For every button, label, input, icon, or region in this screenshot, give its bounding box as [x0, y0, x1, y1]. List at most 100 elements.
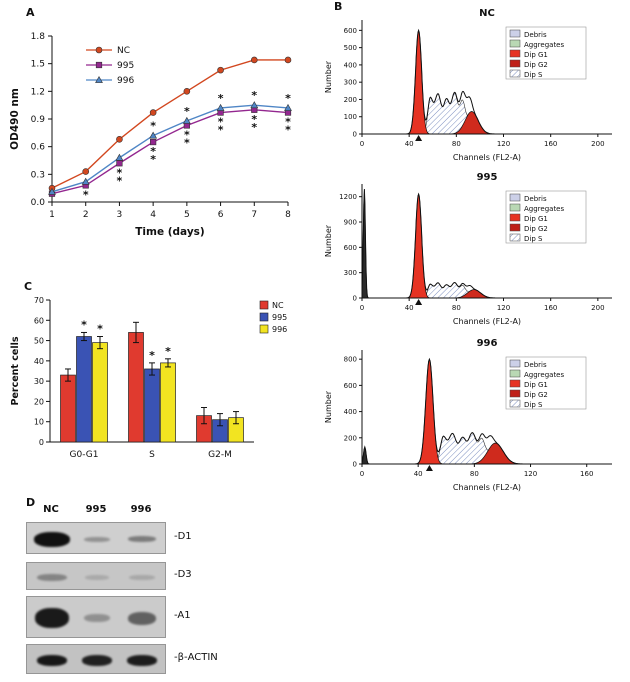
panel-d-label: D: [26, 496, 36, 509]
flow-legend: Debris Aggregates Dip G1 Dip G2 Dip S: [505, 356, 587, 410]
panel-c-label: C: [24, 280, 33, 293]
svg-text:*: *: [150, 120, 156, 133]
svg-text:50: 50: [34, 337, 44, 346]
svg-text:300: 300: [344, 269, 357, 277]
svg-text:*: *: [285, 124, 291, 137]
svg-text:200: 200: [591, 304, 604, 312]
svg-text:NC: NC: [272, 301, 284, 310]
flow-histogram-995: 0 300 600 900 1200 0 40 80 120 160 200 Channels (FL…: [324, 172, 612, 326]
svg-text:NC: NC: [479, 8, 495, 19]
svg-text:NC: NC: [117, 46, 130, 56]
svg-text:S: S: [149, 450, 155, 460]
svg-text:120: 120: [524, 470, 537, 478]
blot-band: [129, 574, 155, 580]
blot-lane-label-995: 995: [85, 504, 107, 515]
svg-text:400: 400: [344, 408, 357, 416]
svg-text:0.3: 0.3: [31, 170, 45, 180]
flow-histogram-996: 0 200 400 600 800 0 40 80 120 160 Channels (FL2-A)…: [324, 338, 612, 492]
svg-text:0: 0: [360, 140, 364, 148]
svg-text:120: 120: [497, 140, 510, 148]
bar-996-G0-G1: [92, 342, 108, 443]
svg-text:80: 80: [452, 140, 461, 148]
bar-legend: NC 995 996: [259, 300, 287, 334]
svg-text:G2-M: G2-M: [208, 450, 232, 460]
svg-text:996: 996: [477, 338, 498, 349]
svg-text:Percent cells: Percent cells: [10, 336, 21, 405]
bar-995-G0-G1: [76, 336, 92, 443]
svg-text:Aggregates: Aggregates: [524, 41, 564, 49]
svg-text:5: 5: [184, 210, 190, 220]
svg-text:Number: Number: [324, 60, 333, 93]
svg-text:1200: 1200: [339, 193, 357, 201]
axes: [48, 35, 289, 206]
svg-text:*: *: [150, 153, 156, 166]
svg-text:*: *: [251, 113, 257, 126]
svg-text:*: *: [184, 128, 190, 141]
svg-text:7: 7: [251, 210, 257, 220]
svg-text:Aggregates: Aggregates: [524, 205, 564, 213]
svg-text:Dip S: Dip S: [524, 71, 543, 79]
svg-text:Dip G1: Dip G1: [524, 381, 548, 389]
svg-text:*: *: [218, 116, 224, 129]
svg-text:6: 6: [218, 210, 224, 220]
svg-text:160: 160: [544, 140, 557, 148]
svg-text:0: 0: [353, 295, 357, 303]
blot-band: [84, 614, 110, 622]
svg-text:*: *: [97, 323, 103, 336]
svg-text:1.8: 1.8: [31, 32, 46, 42]
svg-text:Channels (FL2-A): Channels (FL2-A): [453, 483, 521, 492]
growth-legend: NC 995 996: [86, 46, 134, 86]
bar-996-S: [160, 362, 176, 443]
svg-text:600: 600: [344, 244, 357, 252]
flow-legend: Debris Aggregates Dip G1 Dip G2 Dip S: [505, 26, 587, 80]
svg-text:*: *: [117, 174, 123, 187]
svg-text:Dip S: Dip S: [524, 401, 543, 409]
svg-text:Channels (FL2-A): Channels (FL2-A): [453, 317, 521, 326]
svg-text:*: *: [83, 188, 89, 201]
svg-text:800: 800: [344, 356, 357, 364]
svg-text:200: 200: [591, 140, 604, 148]
svg-text:*: *: [218, 92, 224, 105]
western-blot: NC 995 996 -D1 -D3 -A1 -β-ACTIN: [18, 500, 318, 682]
svg-text:Number: Number: [324, 390, 333, 423]
svg-text:40: 40: [405, 140, 414, 148]
svg-text:500: 500: [344, 44, 357, 52]
svg-text:996: 996: [272, 325, 287, 334]
blot-lane-label-996: 996: [130, 504, 152, 515]
svg-text:0.0: 0.0: [31, 198, 46, 208]
series-NC: [48, 56, 292, 192]
blot-band: [128, 536, 156, 542]
svg-text:40: 40: [405, 304, 414, 312]
svg-text:160: 160: [544, 304, 557, 312]
svg-text:10: 10: [34, 418, 44, 427]
panel-b-label: B: [334, 0, 343, 13]
svg-text:996: 996: [117, 76, 134, 86]
svg-text:100: 100: [344, 113, 357, 121]
svg-text:200: 200: [344, 434, 357, 442]
svg-text:Dip G2: Dip G2: [524, 225, 548, 233]
svg-text:*: *: [81, 318, 87, 331]
g1-marker-triangle: [425, 465, 433, 471]
blot-band: [84, 536, 110, 542]
svg-text:*: *: [184, 105, 190, 118]
svg-text:8: 8: [285, 210, 291, 220]
blot-band: [85, 574, 109, 580]
svg-text:120: 120: [497, 304, 510, 312]
g1-marker-triangle: [415, 299, 423, 305]
svg-text:80: 80: [452, 304, 461, 312]
dip-g1-peak: [415, 358, 444, 465]
svg-text:995: 995: [117, 61, 134, 71]
svg-text:*: *: [149, 349, 155, 362]
svg-text:995: 995: [272, 313, 287, 322]
svg-text:*: *: [285, 116, 291, 129]
svg-text:0: 0: [39, 438, 44, 447]
svg-text:Debris: Debris: [524, 31, 547, 39]
bar-NC-G0-G1: [60, 374, 76, 443]
svg-text:30: 30: [34, 377, 44, 386]
svg-text:995: 995: [477, 172, 498, 183]
svg-text:1.5: 1.5: [31, 60, 45, 70]
cell-cycle-bar-chart: 0 10 20 30 40 50 60 70 Percent cells G0-G1 * * S * * G2…: [10, 296, 287, 460]
svg-text:0.9: 0.9: [31, 115, 46, 125]
blot-row-label: -A1: [174, 610, 191, 621]
g1-marker-triangle: [415, 135, 423, 141]
